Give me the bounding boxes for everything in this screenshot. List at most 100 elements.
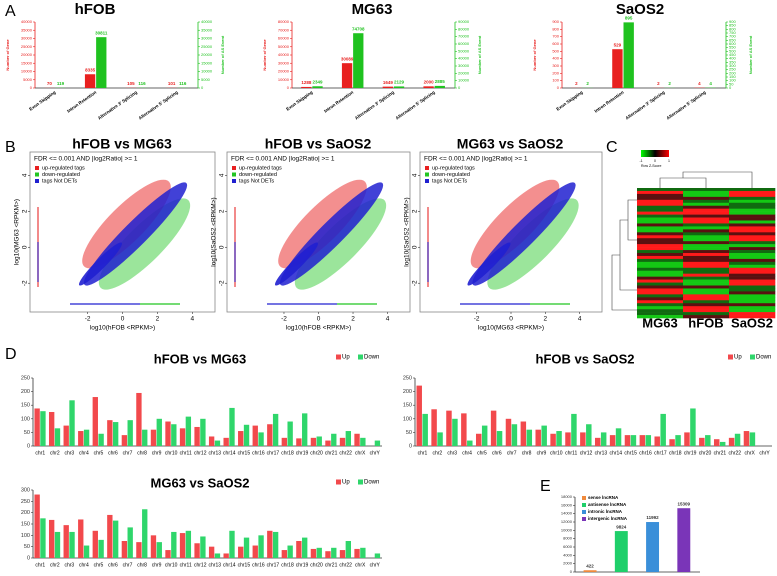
y2-tick-label: 5000 xyxy=(201,77,211,82)
heat-cell xyxy=(637,196,684,201)
bar xyxy=(615,428,622,446)
legend-label: up-regulated tags xyxy=(432,165,475,171)
bar xyxy=(63,525,69,558)
bar xyxy=(586,424,592,446)
x-tick-label: 2 xyxy=(156,316,160,323)
dendrogram xyxy=(611,199,637,311)
value-label: 15309 xyxy=(678,501,691,506)
legend-swatch xyxy=(358,479,363,485)
bar xyxy=(475,433,482,446)
bar xyxy=(121,435,128,446)
legend-swatch xyxy=(336,354,341,360)
y2-tick-label: 10000 xyxy=(201,69,213,74)
bar xyxy=(461,413,467,446)
panel-label: A xyxy=(5,3,16,20)
x-tick-label: chr15 xyxy=(238,562,251,568)
heat-cell xyxy=(683,253,730,257)
value-label: 116 xyxy=(179,81,187,86)
heat-cell xyxy=(729,258,776,263)
heat-cell xyxy=(683,205,730,209)
x-tick-label: chr17 xyxy=(654,450,667,456)
cloud-not-det xyxy=(274,242,319,286)
x-tick-label: chr5 xyxy=(94,562,104,568)
heat-cell xyxy=(637,285,684,289)
bar xyxy=(136,542,142,558)
x-tick-label: chr1 xyxy=(418,450,428,456)
bar xyxy=(272,413,279,446)
bar xyxy=(48,519,55,558)
heat-cell xyxy=(729,220,776,224)
x-tick-label: -2 xyxy=(281,316,287,323)
heat-cell xyxy=(729,264,776,269)
heat-cell xyxy=(683,291,730,295)
value-label: 1288 xyxy=(301,80,312,85)
legend-swatch xyxy=(425,172,429,177)
heat-cell xyxy=(683,226,730,230)
heat-cell xyxy=(637,190,684,195)
bar xyxy=(252,425,258,446)
heat-cell xyxy=(729,312,776,316)
bar xyxy=(107,514,113,558)
bar xyxy=(112,520,119,558)
heat-cell xyxy=(729,285,776,289)
dendrogram xyxy=(659,171,753,188)
y-tick-label: 30000 xyxy=(278,60,290,65)
x-tick-label: chr13 xyxy=(209,562,222,568)
bar xyxy=(684,432,690,446)
y-tick-label: 10000 xyxy=(561,527,573,532)
cloud-down xyxy=(487,198,579,290)
heat-cell xyxy=(637,279,684,283)
bar xyxy=(171,424,177,446)
y-tick-label: 5000 xyxy=(23,77,33,82)
legend-label: intronic lncRNA xyxy=(588,509,623,514)
y-tick-label: 150 xyxy=(403,403,412,409)
annotation: FDR <= 0.001 AND |log2Ratio| >= 1 xyxy=(34,156,138,163)
y2-tick-label: 750 xyxy=(729,30,736,35)
heat-cell xyxy=(683,202,730,207)
bar xyxy=(316,547,322,558)
heat-cell xyxy=(637,282,684,286)
x-axis-title: log10(MG63 <RPKM>) xyxy=(478,325,544,332)
chart-title: SaOS2 xyxy=(616,1,664,18)
heat-cell xyxy=(729,211,776,215)
y-tick-label: 40000 xyxy=(21,19,33,24)
heat-cell xyxy=(683,241,730,245)
legend-label: tags Not DETs xyxy=(239,178,274,184)
y-tick-label: -2 xyxy=(412,280,419,286)
heat-cell xyxy=(637,226,684,230)
y-tick-label: 80000 xyxy=(278,19,290,24)
legend-label: down-regulated xyxy=(42,172,80,178)
y2-tick-label: 800 xyxy=(729,26,736,31)
bar xyxy=(92,397,98,446)
heat-cell xyxy=(683,247,730,251)
bar xyxy=(520,421,527,446)
x-tick-label: chr16 xyxy=(639,450,652,456)
y2-tick-label: 15000 xyxy=(201,60,213,65)
bar xyxy=(583,570,597,572)
bar xyxy=(541,425,547,446)
x-tick-label: chr9 xyxy=(152,562,162,568)
heat-cell xyxy=(637,300,684,304)
legend-swatch xyxy=(232,166,236,170)
bar xyxy=(660,413,666,446)
heat-cell xyxy=(729,303,776,307)
y2-tick-label: 40000 xyxy=(458,56,470,61)
y-tick-label: 35000 xyxy=(21,27,33,32)
heat-cell xyxy=(729,306,776,310)
heat-cell xyxy=(637,288,684,292)
legend-swatch xyxy=(35,179,39,183)
y2-tick-label: 200 xyxy=(729,70,736,75)
y2-tick-label: 850 xyxy=(729,23,736,28)
y2-tick-label: 50 xyxy=(729,81,734,86)
x-tick-label: chrY xyxy=(370,450,381,456)
heat-cell xyxy=(729,273,776,277)
y-tick-label: 0 xyxy=(287,85,290,90)
x-tick-label: chr6 xyxy=(108,562,118,568)
x-tick-label: chr3 xyxy=(64,562,74,568)
value-label: 2000 xyxy=(424,80,435,85)
chart-title: MG63 xyxy=(352,1,393,18)
legend-swatch xyxy=(425,166,429,170)
x-tick-label: chr6 xyxy=(108,450,118,456)
bar xyxy=(353,33,364,88)
bar xyxy=(612,49,623,88)
